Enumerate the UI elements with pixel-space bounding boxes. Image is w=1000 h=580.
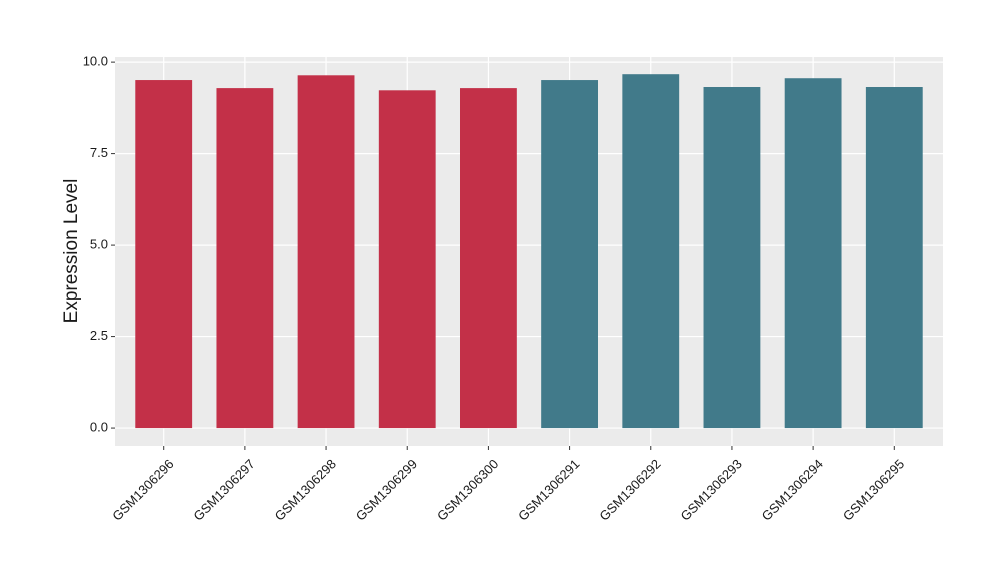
bar xyxy=(297,75,355,429)
y-tick-label: 2.5 xyxy=(90,328,108,343)
x-tick-label: GSM1306296 xyxy=(109,456,176,523)
y-axis-title: Expression Level xyxy=(61,179,82,324)
x-tick-label: GSM1306294 xyxy=(759,456,826,523)
bar xyxy=(216,88,274,429)
bar xyxy=(703,87,761,429)
bar xyxy=(622,74,680,429)
x-tick-label: GSM1306292 xyxy=(596,456,663,523)
y-tick-label: 10.0 xyxy=(83,54,108,69)
bar xyxy=(541,80,598,429)
y-tick-label: 7.5 xyxy=(90,145,108,160)
x-tick-label: GSM1306293 xyxy=(678,456,745,523)
bar xyxy=(135,80,193,429)
x-tick-label: GSM1306297 xyxy=(190,456,257,523)
y-tick-label: 5.0 xyxy=(90,237,108,252)
bar xyxy=(865,87,923,429)
bar xyxy=(378,90,436,429)
x-tick-label: GSM1306300 xyxy=(434,456,501,523)
x-tick-label: GSM1306291 xyxy=(515,456,582,523)
bar xyxy=(784,78,842,429)
y-tick-label: 0.0 xyxy=(90,420,108,435)
x-tick-label: GSM1306298 xyxy=(272,456,339,523)
x-tick-label: GSM1306295 xyxy=(840,456,907,523)
bar xyxy=(460,88,517,429)
x-tick-label: GSM1306299 xyxy=(353,456,420,523)
